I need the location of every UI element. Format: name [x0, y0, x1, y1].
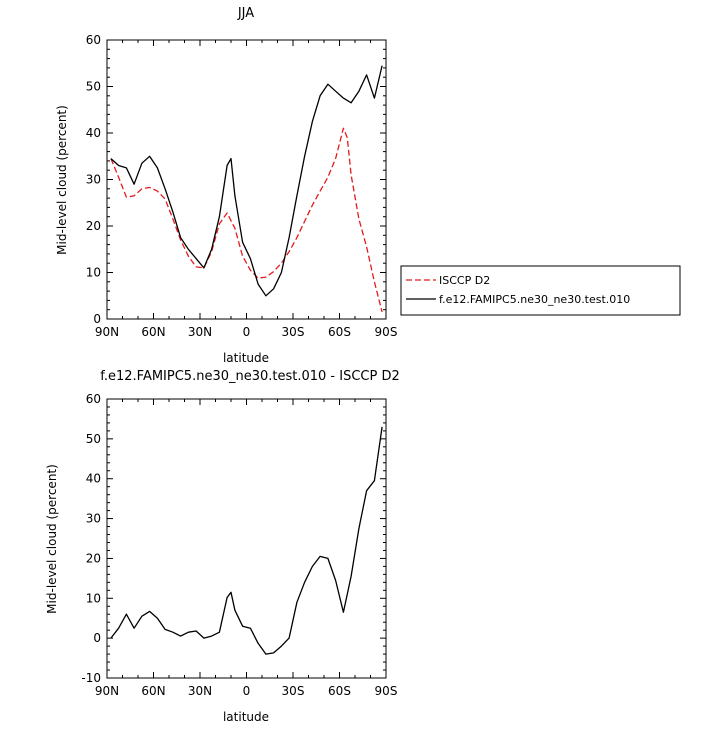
- x-tick-label: 30S: [282, 325, 305, 339]
- x-tick-label: 0: [243, 684, 251, 698]
- legend-label-isccp: ISCCP D2: [439, 274, 490, 287]
- y-tick-label: 60: [86, 392, 101, 406]
- y-tick-label: 0: [93, 312, 101, 326]
- bottom-chart-y-axis-label: Mid-level cloud (percent): [45, 464, 59, 614]
- bottom-chart-series: [110, 426, 383, 655]
- x-tick-label: 60N: [141, 684, 165, 698]
- series-line-diff-0: [110, 426, 383, 655]
- top-chart-series: [110, 65, 383, 313]
- y-tick-label: 10: [86, 266, 101, 280]
- y-tick-label: 20: [86, 219, 101, 233]
- y-tick-label: 60: [86, 33, 101, 47]
- top-chart-y-ticks: 0 10 20 30 40 50 60: [86, 33, 386, 326]
- y-tick-label: 40: [86, 126, 101, 140]
- x-tick-label: 90S: [375, 684, 398, 698]
- top-chart-y-axis-label: Mid-level cloud (percent): [55, 105, 69, 255]
- x-tick-label: 90N: [95, 325, 119, 339]
- y-tick-label: -10: [81, 671, 101, 685]
- legend-box: [400, 265, 681, 316]
- x-tick-label: 30S: [282, 684, 305, 698]
- legend: ISCCP D2 f.e12.FAMIPC5.ne30_ne30.test.01…: [400, 265, 681, 316]
- series-line-isccp-d2: [110, 127, 383, 313]
- y-tick-label: 30: [86, 512, 101, 526]
- top-chart-title: JJA: [237, 6, 254, 21]
- x-tick-label: 90N: [95, 684, 119, 698]
- bottom-chart-x-axis-label: latitude: [223, 710, 269, 724]
- bottom-chart: f.e12.FAMIPC5.ne30_ne30.test.010 - ISCCP…: [45, 369, 400, 724]
- top-chart-frame: [106, 39, 387, 320]
- legend-label-model: f.e12.FAMIPC5.ne30_ne30.test.010: [439, 293, 630, 306]
- bottom-chart-title: f.e12.FAMIPC5.ne30_ne30.test.010 - ISCCP…: [100, 369, 400, 384]
- bottom-chart-frame: [106, 398, 387, 679]
- series-line-f-e12-famipc5-ne30-ne30-test-010: [110, 65, 383, 297]
- x-tick-label: 60S: [328, 684, 351, 698]
- x-tick-label: 90S: [375, 325, 398, 339]
- top-chart: JJA 90N 60N 30N 0 30S 60S 90S 0 10 20 30 40 50 60 la…: [55, 6, 397, 365]
- x-tick-label: 0: [243, 325, 251, 339]
- bottom-chart-x-ticks: 90N 60N 30N 0 30S 60S 90S: [95, 399, 398, 698]
- y-tick-label: 30: [86, 173, 101, 187]
- y-tick-label: 20: [86, 551, 101, 565]
- y-tick-label: 40: [86, 472, 101, 486]
- top-chart-x-axis-label: latitude: [223, 351, 269, 365]
- y-tick-label: 10: [86, 591, 101, 605]
- y-tick-label: 0: [93, 631, 101, 645]
- x-tick-label: 60S: [328, 325, 351, 339]
- x-tick-label: 60N: [141, 325, 165, 339]
- x-tick-label: 30N: [188, 325, 212, 339]
- y-tick-label: 50: [86, 80, 101, 94]
- top-chart-x-ticks: 90N 60N 30N 0 30S 60S 90S: [95, 40, 398, 339]
- x-tick-label: 30N: [188, 684, 212, 698]
- bottom-chart-y-ticks: -10 0 10 20 30 40 50 60: [81, 392, 386, 685]
- y-tick-label: 50: [86, 432, 101, 446]
